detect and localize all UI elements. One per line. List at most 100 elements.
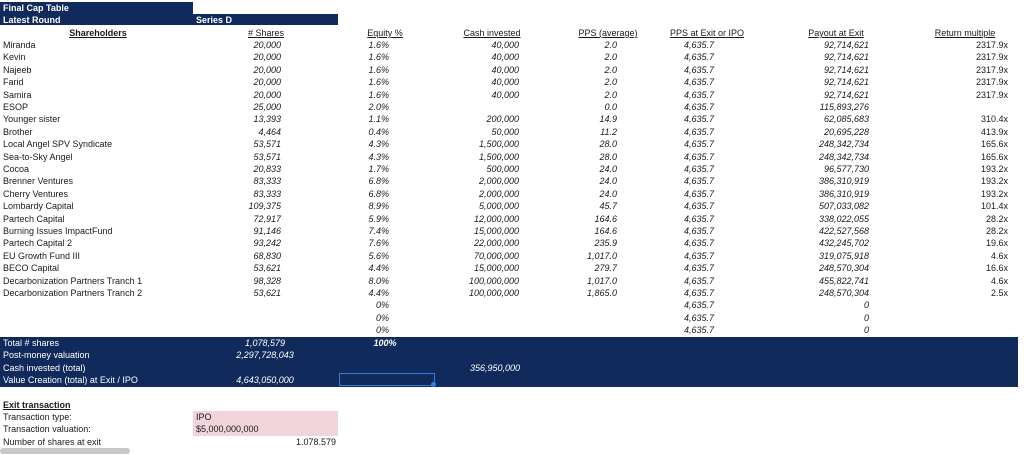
table-cell: 386,310,919 [818,188,869,199]
table-cell: 4,635.7 [683,64,714,75]
sheet-title: Final Cap Table [3,3,69,13]
table-cell: 248,570,304 [818,288,869,298]
table-cell: 4,635.7 [683,126,714,137]
table-cell: 248,342,734 [818,139,869,150]
title-fill [0,2,193,25]
table-cell: 4,635.7 [683,102,714,112]
table-cell: 279.7 [594,263,617,274]
table-cell: 164.6 [594,226,617,236]
table-cell: 4,635.7 [683,114,714,125]
fill-handle[interactable] [431,382,436,387]
table-cell: 40,000 [491,77,519,88]
input-fill [193,411,338,436]
round-value: Series D [196,15,233,25]
column-header: PPS at Exit or IPO [669,28,745,38]
table-cell: 193.2x [980,164,1008,174]
table-cell: 1.7% [368,164,389,174]
table-cell: 165.6x [980,139,1008,150]
shareholder-name: Miranda [3,40,36,50]
table-cell: 5.6% [368,250,389,261]
table-cell: 4,635.7 [683,263,714,274]
table-cell: 20,833 [253,164,281,174]
shareholder-name: EU Growth Fund III [3,250,81,261]
column-header: Payout at Exit [808,28,864,38]
table-cell: 91,146 [253,226,281,236]
table-cell: 1.6% [368,89,389,100]
table-cell: 7.6% [368,238,389,249]
table-cell: 2317.9x [975,40,1008,50]
table-cell: 40,000 [491,89,519,100]
table-cell: 20,000 [253,77,281,88]
table-cell: 24.0 [599,188,617,199]
table-cell: 4,635.7 [683,238,714,249]
shareholder-name: Cocoa [3,164,30,174]
shareholder-name: Najeeb [3,64,32,75]
round-fill [193,14,338,25]
table-cell: 248,342,734 [818,151,869,162]
table-cell: 72,917 [253,213,281,224]
shareholder-name: Farid [3,77,24,88]
shareholder-name: Kevin [3,52,26,63]
table-cell: 4,635.7 [683,213,714,224]
table-cell: 24.0 [599,164,617,174]
table-cell: 507,033,082 [818,201,869,212]
table-cell: 0.0 [604,102,617,112]
table-cell: 2.0 [604,89,617,100]
table-cell: 500,000 [486,164,519,174]
table-cell: 4,635.7 [683,312,714,323]
exit-label: Transaction valuation: [3,424,91,435]
table-cell: 193.2x [980,176,1008,187]
shareholder-name: Local Angel SPV Syndicate [3,139,113,150]
table-cell: 165.6x [980,151,1008,162]
table-cell: 338,022,055 [818,213,869,224]
table-cell: 115,893,276 [819,102,869,112]
summary-value: 2,297,728,043 [236,350,294,361]
table-cell: 4,464 [258,126,281,137]
table-cell: 235.9 [594,238,617,249]
table-cell: 96,577,730 [823,164,869,174]
column-header: # Shares [247,28,285,38]
table-cell: 1,017.0 [586,250,617,261]
table-cell: 15,000,000 [473,226,519,236]
selected-cell[interactable] [339,373,435,386]
table-cell: 4,635.7 [683,164,714,174]
table-cell: 2317.9x [975,77,1008,88]
exit-value: 1.078.579 [295,436,336,447]
table-cell: 2.0% [368,102,389,112]
shareholder-name: Brother [3,126,33,137]
table-cell: 4,635.7 [683,300,714,311]
shareholder-name: Decarbonization Partners Tranch 1 [3,275,143,286]
table-cell: 1.6% [368,52,389,63]
shareholder-name: BECO Capital [3,263,60,274]
table-cell: 413.9x [980,126,1008,137]
table-cell: 93,242 [253,238,281,249]
table-cell: 1,500,000 [478,139,519,150]
table-cell: 422,527,568 [818,226,869,236]
scrollbar[interactable] [0,448,130,454]
table-cell: 1.6% [368,64,389,75]
table-cell: 92,714,621 [823,89,869,100]
table-cell: 2.0 [604,40,617,50]
table-cell: 0% [375,300,389,311]
table-cell: 4,635.7 [683,52,714,63]
summary-label: Value Creation (total) at Exit / IPO [3,375,138,386]
table-cell: 20,000 [253,64,281,75]
exit-value: IPO [196,412,212,422]
table-cell: 0 [863,300,869,311]
summary-label: Post-money valuation [3,350,90,361]
table-cell: 50,000 [491,126,519,137]
table-cell: 4.3% [368,139,389,150]
table-cell: 15,000,000 [473,263,519,274]
table-cell: 19.6x [985,238,1008,249]
table-cell: 2.5x [990,288,1008,298]
table-cell: 2,000,000 [478,188,519,199]
shareholder-name: Samira [3,89,32,100]
shareholder-name: Brenner Ventures [3,176,74,187]
table-cell: 70,000,000 [473,250,519,261]
table-cell: 1,865.0 [586,288,617,298]
table-cell: 62,085,683 [823,114,869,125]
shareholder-name: Decarbonization Partners Tranch 2 [3,288,143,298]
table-cell: 12,000,000 [473,213,519,224]
table-cell: 4.3% [368,151,389,162]
exit-label: Number of shares at exit [3,436,102,447]
